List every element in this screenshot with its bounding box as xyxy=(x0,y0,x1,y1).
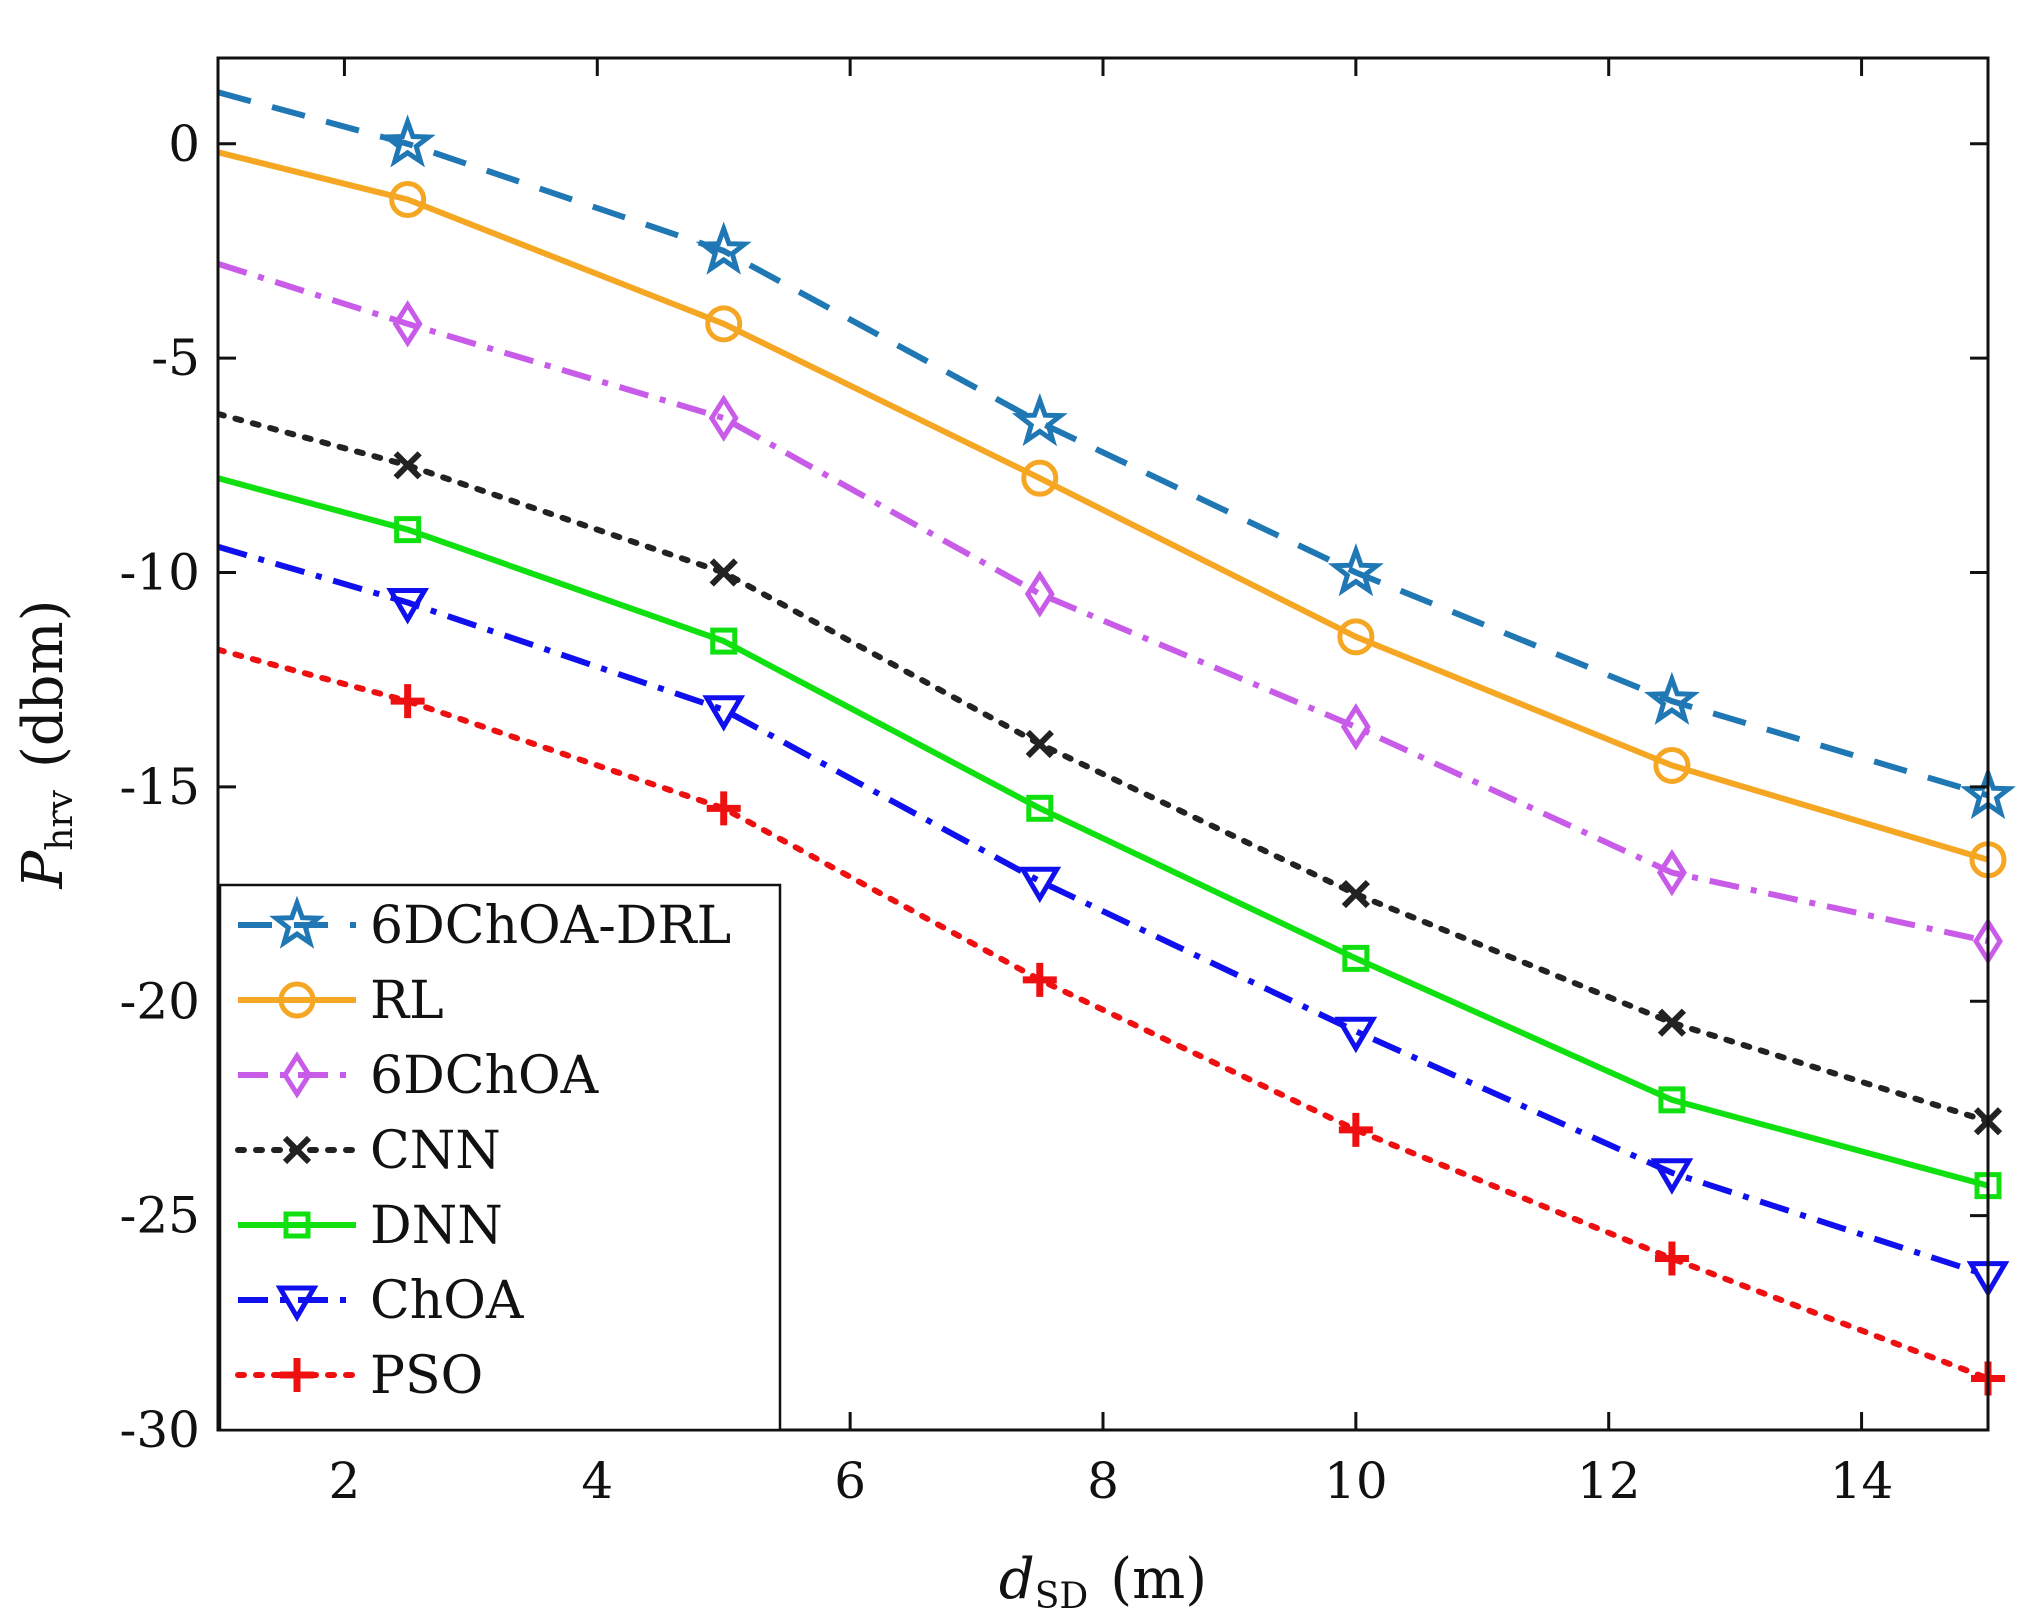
data-point-rl xyxy=(1021,459,1059,497)
data-point-choa xyxy=(702,695,746,732)
data-point-cnn xyxy=(393,451,422,480)
legend-swatch-marker xyxy=(282,1135,312,1165)
x-axis-label-main: d xyxy=(999,1547,1035,1612)
data-point-6dchoa-drl xyxy=(379,114,436,168)
x-tick-label: 14 xyxy=(1830,1452,1894,1510)
data-point-dnn xyxy=(1658,1086,1686,1114)
series-line-6dchoa xyxy=(218,260,1988,945)
data-point-6dchoa-drl xyxy=(695,221,752,275)
legend-swatch-marker xyxy=(282,1051,312,1099)
legend-item-6dchoa-drl: 6DChOA-DRL xyxy=(238,895,731,956)
y-tick-label: 0 xyxy=(168,115,200,173)
data-point-choa xyxy=(1334,1016,1378,1054)
data-point-dnn xyxy=(1342,944,1370,972)
data-point-pso xyxy=(1654,1241,1689,1276)
data-point-cnn xyxy=(1025,729,1054,759)
y-tick-label: -25 xyxy=(119,1187,200,1245)
data-point-choa xyxy=(1650,1158,1694,1195)
y-tick-label: -30 xyxy=(119,1401,200,1459)
series-line-dnn xyxy=(218,475,1988,1189)
data-point-rl xyxy=(1653,746,1691,784)
x-tick-label: 10 xyxy=(1324,1452,1388,1510)
data-point-dnn xyxy=(710,627,738,655)
legend-item-pso: PSO xyxy=(235,1346,483,1406)
x-tick-label: 6 xyxy=(834,1452,866,1510)
data-point-6dchoa-drl xyxy=(1327,543,1384,597)
series-line-rl xyxy=(218,149,1988,863)
legend-swatch-marker xyxy=(280,1358,314,1392)
legend-label: CNN xyxy=(370,1121,501,1181)
legend-swatch-marker xyxy=(283,1211,311,1239)
x-tick-label: 8 xyxy=(1087,1452,1119,1510)
x-tick-label: 4 xyxy=(581,1452,613,1510)
legend-label: DNN xyxy=(370,1196,503,1256)
legend-label: RL xyxy=(370,971,444,1031)
legend-swatch-marker xyxy=(278,981,316,1019)
data-point-pso xyxy=(1338,1112,1373,1147)
data-point-cnn xyxy=(1341,879,1370,909)
data-point-rl xyxy=(389,180,427,218)
data-point-6dchoa xyxy=(708,394,739,442)
series-line-choa xyxy=(218,543,1988,1279)
data-point-6dchoa xyxy=(392,300,423,348)
data-point-6dchoa xyxy=(1024,570,1055,618)
data-point-pso xyxy=(1022,962,1057,997)
legend-label: 6DChOA-DRL xyxy=(370,896,731,956)
legend-box xyxy=(218,883,782,1432)
data-point-pso xyxy=(390,684,425,719)
y-tick-label: -20 xyxy=(119,972,200,1030)
legend-label: ChOA xyxy=(370,1271,525,1331)
legend-item-dnn: DNN xyxy=(238,1196,503,1256)
data-point-cnn xyxy=(1657,1008,1687,1037)
data-point-6dchoa xyxy=(1656,848,1687,897)
data-point-choa xyxy=(1018,866,1062,904)
x-axis-label-sub: SD xyxy=(1035,1576,1089,1617)
data-point-rl xyxy=(1337,618,1375,656)
legend-item-choa: ChOA xyxy=(238,1271,525,1331)
legend-swatch-marker xyxy=(275,1285,319,1322)
data-point-6dchoa-drl xyxy=(1011,392,1068,447)
x-axis-label: dSD (m) xyxy=(999,1547,1207,1617)
x-tick-label: 12 xyxy=(1577,1452,1641,1510)
legend-label: PSO xyxy=(370,1346,483,1406)
x-tick-label: 2 xyxy=(329,1452,361,1510)
data-point-6dchoa-drl xyxy=(1643,671,1700,725)
data-point-6dchoa xyxy=(1340,703,1371,751)
data-point-dnn xyxy=(394,516,422,544)
data-point-choa xyxy=(386,588,430,625)
series-line-6dchoa-drl xyxy=(218,89,1988,799)
y-tick-label: -5 xyxy=(151,329,200,387)
y-tick-label: -10 xyxy=(119,544,200,602)
legend-item-cnn: CNN xyxy=(235,1121,501,1181)
y-axis-label: Phrv (dbm) xyxy=(11,600,81,890)
legend-label: 6DChOA xyxy=(370,1046,600,1106)
x-axis-label-unit: (m) xyxy=(1110,1547,1207,1612)
y-axis-label-sub: hrv xyxy=(40,789,81,850)
legend-item-6dchoa: 6DChOA xyxy=(238,1046,600,1106)
legend-item-rl: RL xyxy=(238,971,444,1031)
data-point-dnn xyxy=(1026,794,1054,822)
y-tick-label: -15 xyxy=(119,758,200,816)
y-axis-label-unit: (dbm) xyxy=(11,600,76,769)
legend-swatch-marker xyxy=(269,895,325,949)
data-point-pso xyxy=(706,791,741,826)
data-point-cnn xyxy=(709,558,738,587)
y-axis-label-main: P xyxy=(11,849,76,889)
legend: 6DChOA-DRL RL 6DChOA CNN DNN ChOA PSO xyxy=(218,883,782,1432)
data-point-rl xyxy=(705,305,743,343)
